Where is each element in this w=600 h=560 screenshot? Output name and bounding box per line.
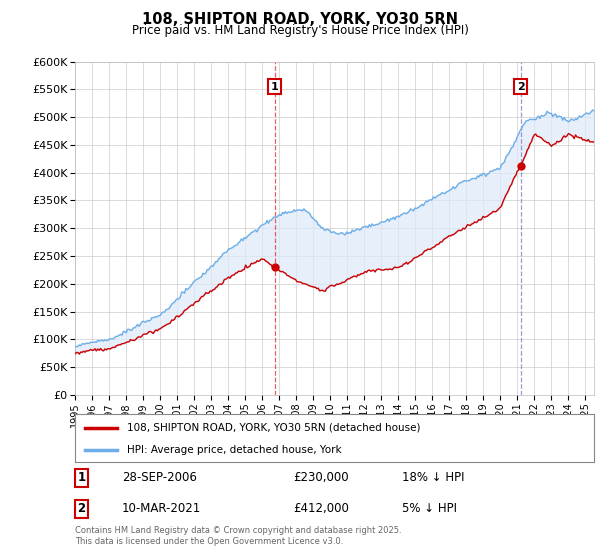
Text: £412,000: £412,000 (293, 502, 349, 515)
Text: 5% ↓ HPI: 5% ↓ HPI (402, 502, 457, 515)
Text: 10-MAR-2021: 10-MAR-2021 (122, 502, 201, 515)
Text: 1: 1 (271, 82, 278, 92)
Text: 108, SHIPTON ROAD, YORK, YO30 5RN (detached house): 108, SHIPTON ROAD, YORK, YO30 5RN (detac… (127, 423, 421, 433)
Text: 1: 1 (77, 471, 86, 484)
Text: £230,000: £230,000 (293, 471, 349, 484)
Text: 2: 2 (517, 82, 524, 92)
Text: Contains HM Land Registry data © Crown copyright and database right 2025.
This d: Contains HM Land Registry data © Crown c… (75, 526, 401, 546)
Text: 2: 2 (77, 502, 86, 515)
Text: Price paid vs. HM Land Registry's House Price Index (HPI): Price paid vs. HM Land Registry's House … (131, 24, 469, 36)
Text: 18% ↓ HPI: 18% ↓ HPI (402, 471, 464, 484)
Text: HPI: Average price, detached house, York: HPI: Average price, detached house, York (127, 445, 341, 455)
Text: 108, SHIPTON ROAD, YORK, YO30 5RN: 108, SHIPTON ROAD, YORK, YO30 5RN (142, 12, 458, 27)
Text: 28-SEP-2006: 28-SEP-2006 (122, 471, 197, 484)
